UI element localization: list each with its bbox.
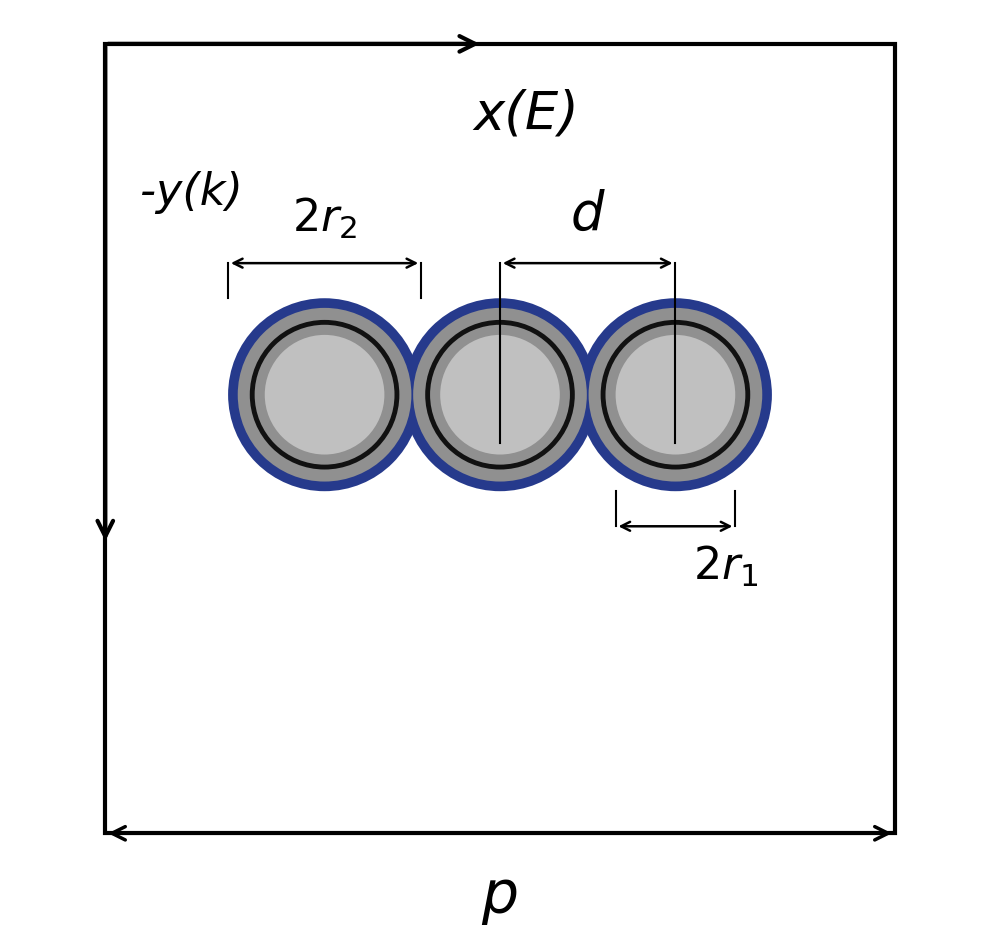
Text: $2r_1$: $2r_1$ <box>693 544 759 589</box>
Bar <box>105 44 895 833</box>
Text: $2r_2$: $2r_2$ <box>292 196 357 241</box>
Circle shape <box>579 298 772 491</box>
Circle shape <box>404 298 596 491</box>
Text: -y(k): -y(k) <box>140 171 243 214</box>
Circle shape <box>616 335 735 454</box>
Circle shape <box>589 308 762 481</box>
Circle shape <box>228 298 421 491</box>
Circle shape <box>440 335 560 454</box>
Circle shape <box>252 323 397 467</box>
Text: p: p <box>482 869 518 925</box>
Circle shape <box>428 323 572 467</box>
Text: x(E): x(E) <box>473 88 579 140</box>
Circle shape <box>238 308 411 481</box>
Circle shape <box>413 308 587 481</box>
Circle shape <box>265 335 384 454</box>
Circle shape <box>603 323 748 467</box>
Text: $d$: $d$ <box>570 189 606 241</box>
